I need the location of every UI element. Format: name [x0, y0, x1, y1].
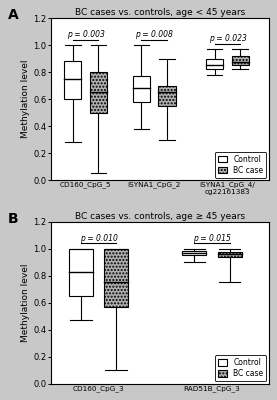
Y-axis label: Methylation level: Methylation level — [21, 60, 30, 138]
Bar — [104, 248, 128, 307]
Legend: Control, BC case: Control, BC case — [215, 152, 266, 178]
Text: p = 0.023: p = 0.023 — [209, 34, 247, 43]
Bar — [90, 72, 107, 112]
Y-axis label: Methylation level: Methylation level — [21, 263, 30, 342]
Title: BC cases vs. controls, age ≥ 45 years: BC cases vs. controls, age ≥ 45 years — [75, 212, 245, 221]
Legend: Control, BC case: Control, BC case — [215, 355, 266, 381]
Text: A: A — [8, 8, 19, 22]
Text: p = 0.003: p = 0.003 — [67, 30, 104, 39]
Bar — [182, 251, 206, 255]
Text: p = 0.015: p = 0.015 — [193, 234, 231, 242]
Bar — [158, 86, 176, 106]
Bar — [218, 252, 242, 257]
Text: p = 0.008: p = 0.008 — [135, 30, 173, 39]
Text: p = 0.010: p = 0.010 — [79, 234, 117, 242]
Bar — [206, 58, 223, 69]
Bar — [133, 76, 150, 102]
Title: BC cases vs. controls, age < 45 years: BC cases vs. controls, age < 45 years — [75, 8, 245, 17]
Bar — [69, 248, 93, 296]
Bar — [232, 56, 249, 65]
Text: B: B — [8, 212, 18, 226]
Bar — [64, 61, 81, 99]
